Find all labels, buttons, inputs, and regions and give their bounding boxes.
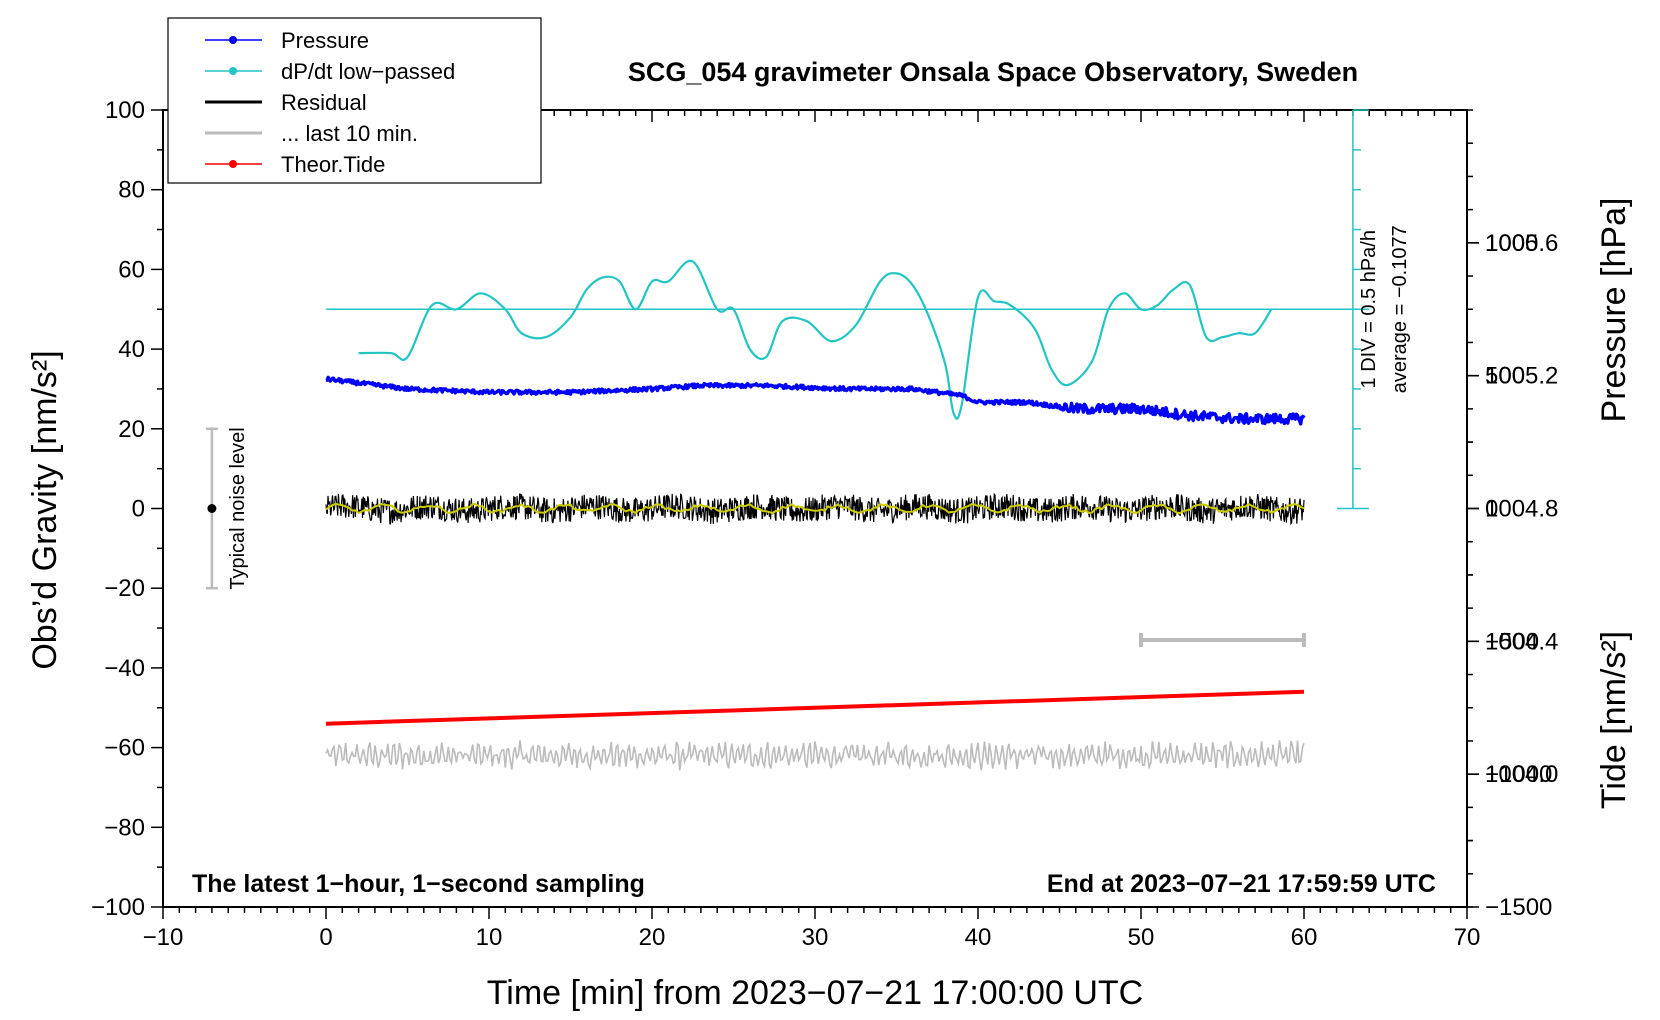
x-tick-label: 30 <box>802 924 829 951</box>
chart-title: SCG_054 gravimeter Onsala Space Observat… <box>628 57 1358 87</box>
pressure-tick-label: 1004.8 <box>1485 496 1558 523</box>
dpdt-series <box>358 259 1273 420</box>
x-tick-label: 60 <box>1291 924 1318 951</box>
pressure-tick-label: 1004.4 <box>1485 628 1558 655</box>
x-tick-label: 0 <box>319 924 332 951</box>
legend-label: Residual <box>281 90 367 115</box>
noise-bar-dot <box>207 504 217 513</box>
tide-tick-label: 0 <box>1485 496 1498 523</box>
y-axis-title-pressure: Pressure [hPa] <box>1595 198 1633 423</box>
legend-label: Pressure <box>281 28 369 53</box>
pressure-tick-label: 1005.6 <box>1485 230 1558 257</box>
pressure-series <box>325 375 1306 426</box>
y-tick-label: −40 <box>104 655 145 682</box>
y-tick-label: 100 <box>105 97 145 124</box>
noise-level-bar <box>205 427 218 590</box>
y-tick-label: 0 <box>132 496 145 523</box>
legend-swatch-marker <box>229 36 237 44</box>
end-time-note: End at 2023−07−21 17:59:59 UTC <box>1047 870 1436 898</box>
x-tick-label: 70 <box>1454 924 1481 951</box>
y-tick-label: −80 <box>104 814 145 841</box>
pressure-tick-labels: 1004.0 1004.4 1004.8 1005.2 1005.6 <box>1485 230 1558 788</box>
x-tick-label: 50 <box>1128 924 1155 951</box>
tide-tick-label: 1000 <box>1485 230 1538 257</box>
x-tick-label: 40 <box>965 924 992 951</box>
tide-tick-label: −1500 <box>1485 894 1552 921</box>
x-tick-label: −10 <box>143 924 184 951</box>
y-tick-label: 20 <box>118 416 145 443</box>
tide-tick-label: −500 <box>1485 628 1539 655</box>
average-label: average = −0.1077 <box>1389 225 1411 393</box>
tide-series <box>325 689 1305 726</box>
y-axis-title-tide: Tide [nm/s²] <box>1595 631 1633 809</box>
y-axis-title-left: Obs’d Gravity [nm/s²] <box>26 350 64 669</box>
last-10-min-series <box>325 740 1305 772</box>
y-tick-label: −60 <box>104 735 145 762</box>
legend: Pressure dP/dt low−passed Residual ... last… <box>167 17 542 184</box>
series-layer <box>325 259 1370 772</box>
div-scale-label: 1 DIV = 0.5 hPa/h <box>1358 230 1380 388</box>
x-axis-title: Time [min] from 2023−07−21 17:00:00 UTC <box>487 974 1143 1012</box>
y-tick-label: −20 <box>104 575 145 602</box>
pressure-tick-label: 1004.0 <box>1485 761 1558 788</box>
y-tick-label: 60 <box>118 256 145 283</box>
residual-smoothed-series <box>325 502 1305 515</box>
noise-level-label: Typical noise level <box>227 427 249 589</box>
last-10-min-bar <box>1139 633 1306 648</box>
x-tick-label: 20 <box>639 924 666 951</box>
legend-swatch-marker <box>229 67 237 75</box>
tide-tick-label: 500 <box>1485 363 1525 390</box>
legend-label: ... last 10 min. <box>281 121 418 146</box>
tide-tick-label: −1000 <box>1485 761 1552 788</box>
y-tick-label: 80 <box>118 177 145 204</box>
tide-tick-labels: −1500 −1000 −500 0 500 1000 <box>1485 230 1552 921</box>
x-tick-labels: −10 0 10 20 30 40 50 60 70 <box>143 924 1481 951</box>
legend-swatch-marker <box>229 160 237 168</box>
y-tick-label: 40 <box>118 336 145 363</box>
legend-label: dP/dt low−passed <box>281 59 455 84</box>
pressure-tick-label: 1005.2 <box>1485 363 1558 390</box>
y-tick-label: −100 <box>91 894 145 921</box>
y-tick-labels: −100 −80 −60 −40 −20 0 20 40 60 80 100 <box>91 97 145 921</box>
x-tick-label: 10 <box>476 924 503 951</box>
sampling-note: The latest 1−hour, 1−second sampling <box>192 870 645 898</box>
residual-series <box>325 492 1305 526</box>
legend-label: Theor.Tide <box>281 152 385 177</box>
